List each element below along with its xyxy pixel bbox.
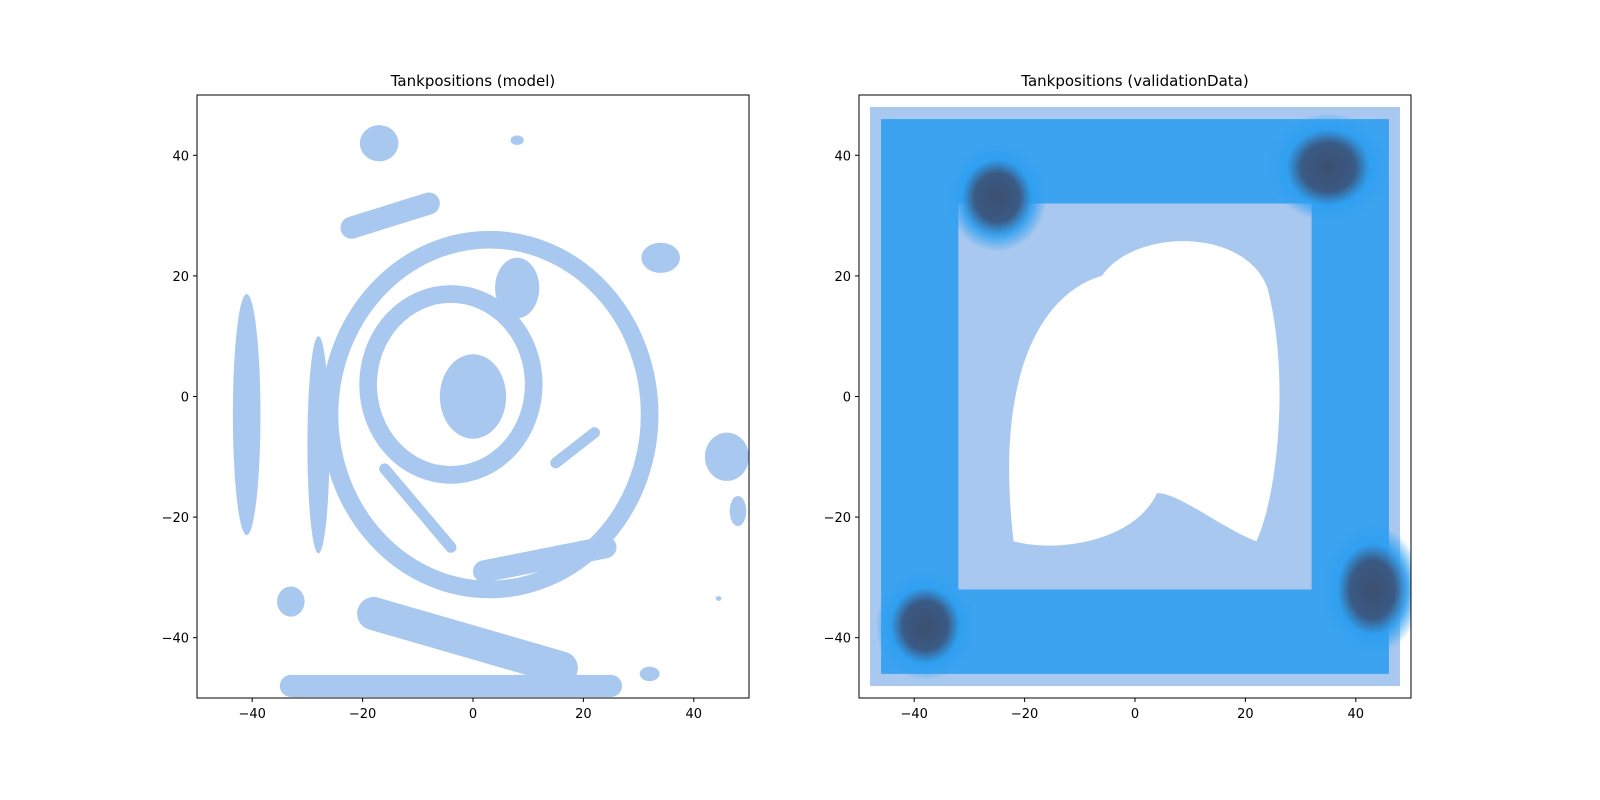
- density-surface-model: [232, 125, 749, 697]
- x-tick-label-0-3: 20: [575, 707, 592, 722]
- density-band-0-19: [550, 427, 600, 469]
- density-blob-0-6: [307, 336, 330, 554]
- x-tick-label-1-3: 20: [1237, 707, 1254, 722]
- density-peak-1-1: [947, 143, 1047, 252]
- density-peak-1-4: [1268, 113, 1388, 222]
- y-tick-label-0-1: −20: [162, 511, 189, 526]
- x-tick-label-1-1: −20: [1011, 707, 1038, 722]
- density-blob-0-8: [510, 135, 524, 146]
- y-tick-label-1-1: −20: [824, 511, 851, 526]
- y-tick-label-1-3: 20: [834, 270, 851, 285]
- y-tick-label-0-2: 0: [181, 391, 189, 406]
- density-blob-0-7: [359, 125, 399, 162]
- density-blob-0-14: [715, 596, 722, 601]
- y-tick-label-1-2: 0: [843, 391, 851, 406]
- subplot-model: Tankpositions (model) −40 −20 0 20 40 −40 −20 0…: [162, 72, 750, 722]
- x-tick-label-0-2: 0: [469, 707, 477, 722]
- tick-marks-model: −40 −20 0 20 40 −40 −20 0 20 40: [162, 149, 703, 722]
- chart-title-validation: Tankpositions (validationData): [1020, 72, 1248, 90]
- chart-title-model: Tankpositions (model): [390, 72, 555, 90]
- x-tick-label-1-0: −40: [900, 707, 927, 722]
- y-tick-label-1-4: 40: [834, 149, 851, 164]
- tick-marks-validation: −40 −20 0 20 40 −40 −20 0 20 40: [824, 149, 1365, 722]
- density-blob-0-11: [729, 495, 747, 527]
- density-blob-0-9: [641, 242, 680, 273]
- y-tick-label-1-0: −40: [824, 632, 851, 647]
- y-tick-label-0-4: 40: [172, 149, 189, 164]
- x-tick-label-1-4: 40: [1348, 707, 1365, 722]
- density-band-0-15: [357, 597, 578, 685]
- density-ring-0-3: [359, 285, 543, 484]
- density-peak-1-2: [1322, 524, 1411, 655]
- density-band-0-18: [379, 463, 457, 553]
- x-tick-label-0-4: 40: [686, 707, 703, 722]
- x-tick-label-0-1: −20: [349, 707, 376, 722]
- density-blob-0-10: [704, 432, 749, 481]
- density-band-0-20: [340, 192, 440, 239]
- density-blob-0-5: [232, 293, 261, 536]
- density-band-0-17: [473, 536, 617, 583]
- x-tick-label-1-2: 0: [1131, 707, 1139, 722]
- density-ring-0-2: [320, 230, 659, 599]
- density-peak-1-3: [875, 571, 975, 680]
- density-hollow-square-1-0: [870, 107, 1400, 686]
- density-surface-validation: [870, 107, 1411, 686]
- x-tick-label-0-0: −40: [238, 707, 265, 722]
- y-tick-label-0-0: −40: [162, 632, 189, 647]
- density-blob-0-1: [439, 354, 507, 439]
- y-tick-label-0-3: 20: [172, 270, 189, 285]
- subplot-validation: Tankpositions (validationData) −40 −20 0 20…: [824, 72, 1412, 722]
- density-blob-0-12: [277, 586, 305, 617]
- density-blob-0-4: [495, 257, 540, 319]
- density-blob-0-13: [639, 666, 660, 682]
